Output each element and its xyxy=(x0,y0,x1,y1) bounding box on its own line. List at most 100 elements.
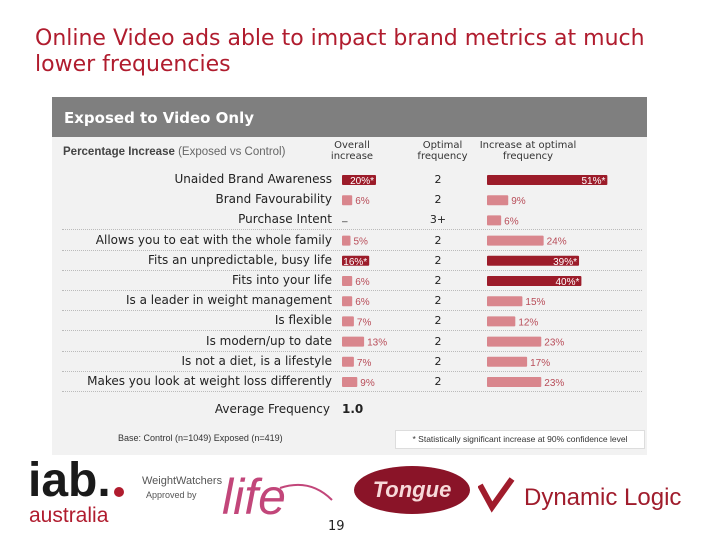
life-swash xyxy=(279,484,333,501)
optimal-frequency-value: 2 xyxy=(434,294,442,308)
optimal-increase-label: 51%* xyxy=(581,176,605,187)
optimal-increase-bar xyxy=(487,276,582,286)
overall-increase-bar xyxy=(342,336,365,347)
optimal-increase-label: 39%* xyxy=(553,257,577,268)
optimal-increase-bar xyxy=(487,377,542,387)
average-frequency-value: 1.0 xyxy=(342,402,364,416)
row-separator xyxy=(62,350,642,352)
optimal-frequency-value: 3+ xyxy=(429,213,447,227)
overall-increase-bar xyxy=(342,316,354,327)
optimal-increase-bar xyxy=(487,336,542,347)
row-label: Unaided Brand Awareness xyxy=(174,172,333,186)
tongue-text: Tongue xyxy=(373,477,452,502)
overall-increase-bar xyxy=(342,255,370,266)
iab-logo: iab. australia xyxy=(28,454,124,527)
overall-increase-label: 6% xyxy=(355,277,370,288)
optimal-increase-bar xyxy=(487,235,544,246)
optimal-increase-bar xyxy=(487,356,528,367)
row-label: Is modern/up to date xyxy=(206,333,332,348)
ww-text: WeightWatchers xyxy=(142,475,223,487)
overall-increase-label: 9% xyxy=(360,378,375,389)
tongue-logo-shape xyxy=(354,466,470,514)
overall-increase-label: 20%* xyxy=(350,176,374,187)
optimal-increase-bar xyxy=(487,316,516,327)
overall-increase-bar xyxy=(342,296,353,307)
optimal-frequency-value: 2 xyxy=(434,354,442,368)
tongue-logo: Tongue xyxy=(354,466,470,514)
optimal-increase-label: 17% xyxy=(530,358,550,369)
optimal-frequency-value: 2 xyxy=(434,375,442,388)
optimal-increase-bar xyxy=(487,215,502,226)
row-label: Is flexible xyxy=(274,313,332,328)
page-title: Online Video ads able to impact brand me… xyxy=(35,26,645,77)
dynamic-logic-text: Dynamic Logic xyxy=(524,484,681,511)
row-separator xyxy=(62,330,642,332)
dynamic-logic-logo: Dynamic Logic xyxy=(478,477,681,513)
optimal-increase-bar xyxy=(487,195,509,206)
row-separator xyxy=(62,370,642,372)
optimal-increase-bar xyxy=(487,255,580,266)
panel-title: Exposed to Video Only xyxy=(64,109,254,127)
optimal-increase-bar xyxy=(487,175,608,185)
overall-increase-label: 7% xyxy=(357,358,372,369)
weight-watchers-life-logo: WeightWatchers Approved by life xyxy=(142,469,333,525)
row-label: Brand Favourability xyxy=(215,192,332,207)
iab-logo-text: iab. xyxy=(28,454,111,507)
subtitle: Percentage Increase (Exposed vs Control) xyxy=(63,146,285,158)
overall-increase-bar xyxy=(342,276,353,286)
optimal-frequency-value: 2 xyxy=(434,334,442,348)
row-separator xyxy=(62,391,642,392)
optimal-frequency-value: 2 xyxy=(434,274,442,287)
base-note: Base: Control (n=1049) Exposed (n=419) xyxy=(118,433,283,443)
overall-increase-label: 6% xyxy=(355,196,370,207)
optimal-increase-label: 23% xyxy=(544,378,564,389)
row-separator xyxy=(62,310,642,312)
overall-increase-bar xyxy=(342,175,376,185)
overall-increase-label: 16%* xyxy=(343,257,367,268)
subtitle-rest: (Exposed vs Control) xyxy=(174,146,286,158)
overall-increase-label: – xyxy=(342,216,348,227)
optimal-increase-label: 23% xyxy=(544,338,564,349)
optimal-increase-label: 12% xyxy=(518,317,538,328)
row-separator xyxy=(62,249,642,251)
row-separator xyxy=(62,229,642,231)
iab-dot xyxy=(114,487,124,497)
significance-note: * Statistically significant increase at … xyxy=(395,430,645,449)
row-separator xyxy=(62,269,642,271)
row-label: Fits into your life xyxy=(231,273,332,287)
col-head-overall: Overall increase xyxy=(330,140,374,162)
optimal-frequency-value: 2 xyxy=(434,173,442,186)
optimal-frequency-value: 2 xyxy=(434,193,442,207)
check-icon xyxy=(478,477,515,513)
overall-increase-label: 7% xyxy=(357,317,372,328)
optimal-frequency-value: 2 xyxy=(434,233,442,247)
average-frequency-label: Average Frequency xyxy=(214,402,330,416)
row-label: Is a leader in weight management xyxy=(125,293,332,308)
ww-approved-text: Approved by xyxy=(146,490,197,500)
optimal-increase-label: 6% xyxy=(504,216,519,227)
overall-increase-label: 13% xyxy=(367,338,387,349)
row-label: Allows you to eat with the whole family xyxy=(95,232,332,247)
overall-increase-label: 5% xyxy=(354,237,369,248)
iab-australia-text: australia xyxy=(29,504,109,527)
col-head-increase-optimal: Increase at optimal frequency xyxy=(479,140,577,162)
subtitle-bold: Percentage Increase xyxy=(63,146,175,158)
optimal-increase-label: 9% xyxy=(511,196,526,207)
row-label: Makes you look at weight loss differentl… xyxy=(87,374,332,388)
overall-increase-bar xyxy=(342,377,358,387)
life-text: life xyxy=(222,469,286,525)
overall-increase-bar xyxy=(342,356,354,367)
panel-header: Exposed to Video Only xyxy=(52,97,647,137)
row-label: Purchase Intent xyxy=(238,212,332,227)
optimal-increase-label: 40%* xyxy=(555,277,579,288)
overall-increase-bar xyxy=(342,195,353,206)
optimal-increase-bar xyxy=(487,296,523,307)
optimal-frequency-value: 2 xyxy=(434,314,442,328)
optimal-frequency-value: 2 xyxy=(434,253,442,267)
page-number: 19 xyxy=(328,519,345,534)
optimal-increase-label: 15% xyxy=(525,297,545,308)
optimal-increase-label: 24% xyxy=(547,237,567,248)
row-label: Is not a diet, is a lifestyle xyxy=(181,353,332,368)
overall-increase-bar xyxy=(342,235,351,246)
